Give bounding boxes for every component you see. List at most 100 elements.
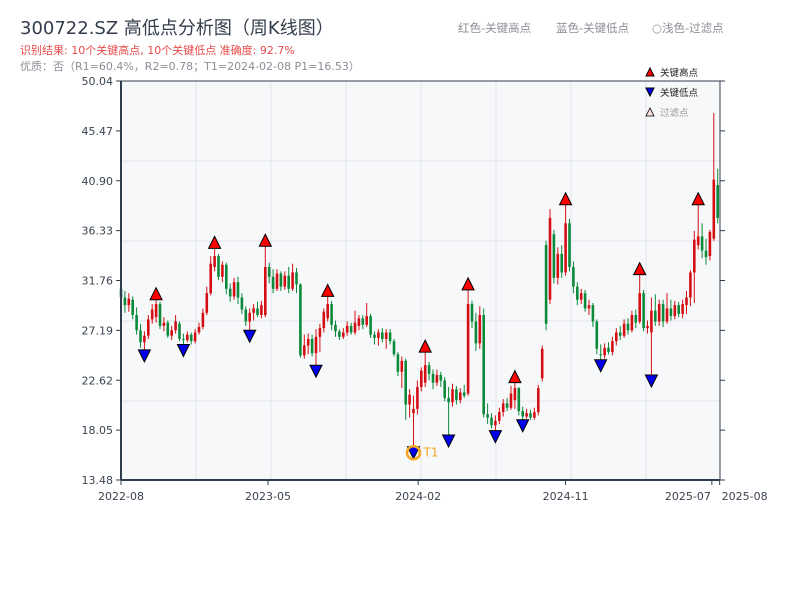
candle-body [622,323,626,336]
candle-body [474,321,478,344]
candle-body [275,273,279,289]
candle-body [221,264,224,277]
quality-summary: 优质：否（R1=60.4%，R2=0.78；T1=2024-02-08 P1=1… [20,60,360,73]
candle-body [291,272,294,289]
y-tick-label: 18.05 [82,424,114,437]
candle-body [217,256,220,277]
candle-body [178,323,181,339]
candle-body [685,297,688,306]
candle-body [552,234,556,278]
key-low-marker [593,359,608,373]
key-high-marker [461,276,475,291]
key-low-marker [242,329,257,344]
candle-body [646,325,649,329]
key-high-marker [558,191,573,206]
candle-body [404,360,407,405]
candle-body [166,322,170,336]
candle-body [182,338,185,341]
candle-body [696,236,700,246]
candle-body [361,318,365,325]
candle-body [306,338,310,346]
legend-label: 过滤点 [660,107,689,119]
candle-body [139,330,142,343]
candle-body [201,312,205,327]
candle-body [232,282,236,297]
x-tick-label: 2024-02 [395,490,441,503]
candle-body [677,305,680,314]
candle-body [540,348,544,379]
candle-body [607,347,610,353]
key-high-marker [691,191,706,206]
candle-body [482,314,485,415]
candle-body [700,236,704,251]
candle-body [353,322,357,333]
candle-body [260,305,263,315]
candle-body [576,286,579,300]
key-high-marker [418,338,433,353]
candle-body [326,304,329,319]
candle-body [459,392,462,401]
candle-body [560,253,563,273]
candle-body [599,354,602,356]
candle-body [630,314,634,331]
x-tick-label: 2023-05 [245,490,291,503]
candle-body [572,266,575,287]
candle-body [650,310,653,333]
candle-body [525,413,528,417]
candle-body [455,389,458,401]
top-legend-filtered: ○浅色-过滤点 [652,21,724,35]
candle-body [299,284,302,356]
candle-body [431,373,435,383]
key-high-marker [149,286,163,301]
candle-body [244,309,248,322]
key-low-marker [441,434,456,449]
candle-body [665,308,669,322]
candle-body [564,223,567,273]
candle-body [513,388,517,401]
x-tick-label: 2025-07 [665,490,711,503]
candle-body [357,318,361,326]
candle-body [708,232,712,257]
candle-body [252,308,255,313]
candle-body [509,393,513,408]
x-tick-label: 2025-08 [722,490,768,503]
candle-body [579,293,583,300]
candle-body [657,304,661,322]
candle-body [615,332,618,342]
x-tick-label: 2024-11 [543,490,589,503]
candle-body [349,325,353,333]
candle-body [416,387,419,409]
candle-body [626,323,630,331]
candle-body [330,304,333,325]
candle-body [529,413,532,418]
candle-body [443,380,446,398]
candle-body [123,297,127,306]
y-tick-label: 50.04 [82,75,114,88]
key-high-marker [632,261,647,276]
candle-body [228,288,232,297]
legend-label: 关键高点 [660,67,699,79]
candle-body [486,414,489,418]
key-high-marker [320,283,335,297]
key-low-marker [488,430,503,444]
candle-body [318,328,322,337]
candle-body [373,334,376,338]
candle-body [174,321,177,331]
candle-body [295,272,298,285]
legend-marker-low-icon [645,87,655,98]
candle-body [236,282,240,298]
candle-body [712,179,716,239]
candle-body [213,256,216,267]
candle-body [334,324,337,332]
candle-body [412,408,415,414]
candle-body [197,326,201,333]
candle-body [365,316,368,325]
candle-body [478,314,482,344]
t1-marker [405,444,422,461]
key-high-marker [207,235,222,249]
candle-body [377,332,380,338]
candle-body [423,365,427,383]
candle-body [267,266,271,277]
candle-body [638,293,641,322]
